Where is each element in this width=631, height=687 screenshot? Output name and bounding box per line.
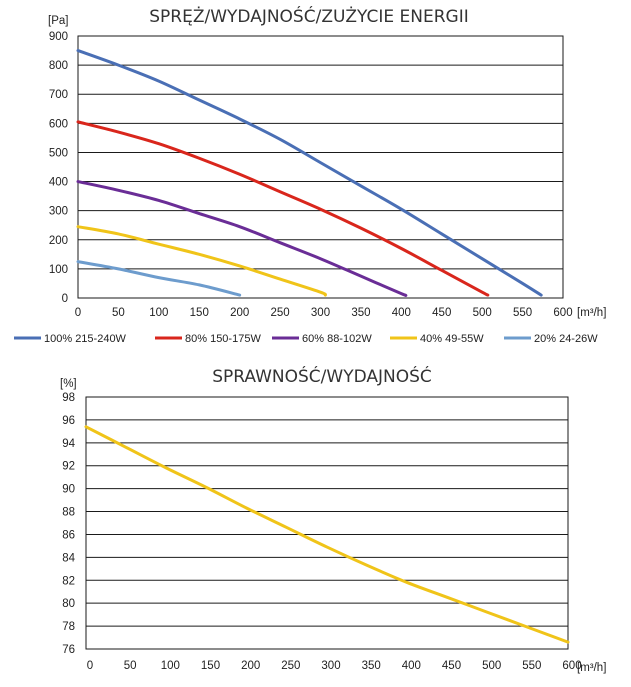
x-tick-label: 550: [513, 307, 532, 319]
y-tick-label: 80: [62, 598, 75, 610]
y-tick-label: 88: [62, 507, 75, 519]
chart-title: SPRAWNOŚĆ/WYDAJNOŚĆ: [212, 365, 432, 387]
legend-item-label: 100% 215-240W: [44, 333, 127, 345]
legend-item-label: 60% 88-102W: [302, 333, 372, 345]
y-tick-label: 700: [49, 89, 68, 101]
y-tick-label: 98: [62, 392, 75, 404]
series-lines: [84, 425, 570, 644]
x-tick-labels: 0 50 100 150 200 250 300 350 400 450 500 550 600: [87, 660, 582, 672]
x-tick-label: 50: [124, 660, 137, 672]
y-tick-label: 600: [49, 118, 68, 130]
x-tick-label: 400: [392, 307, 411, 319]
y-tick-label: 300: [49, 206, 68, 218]
chart-title: SPRĘŻ/WYDAJNOŚĆ/ZUŻYCIE ENERGII: [149, 5, 469, 27]
series-lines: [76, 49, 543, 297]
plot-area: [85, 396, 569, 650]
x-tick-label: 300: [321, 660, 340, 672]
x-tick-label: 150: [201, 660, 220, 672]
y-axis-label: [Pa]: [48, 15, 68, 27]
chart-pressure: SPRĘŻ/WYDAJNOŚĆ/ZUŻYCIE ENERGII [Pa] [m³…: [14, 5, 606, 345]
y-tick-label: 78: [62, 621, 75, 633]
x-tick-label: 600: [562, 660, 581, 672]
y-tick-labels: 0 100 200 300 400 500 600 700 800 900: [49, 31, 68, 305]
x-tick-label: 300: [311, 307, 330, 319]
y-tick-label: 900: [49, 31, 68, 43]
legend: 100% 215-240W 80% 150-175W 60% 88-102W 40% …: [14, 333, 598, 345]
y-tick-label: 82: [62, 575, 75, 587]
x-tick-label: 600: [553, 307, 572, 319]
x-tick-label: 200: [241, 660, 260, 672]
y-tick-label: 800: [49, 60, 68, 72]
grid-lines: [78, 64, 563, 270]
series-line-0: [84, 425, 570, 644]
series-line-2: [76, 180, 408, 297]
x-tick-labels: 0 50 100 150 200 250 300 350 400 450 500 550 600: [75, 307, 573, 319]
y-axis-label: [%]: [60, 378, 77, 390]
y-tick-label: 86: [62, 529, 75, 541]
x-tick-label: 250: [281, 660, 300, 672]
y-tick-label: 94: [62, 438, 75, 450]
x-tick-label: 450: [442, 660, 461, 672]
y-tick-label: 76: [62, 644, 75, 656]
grid-lines: [86, 419, 568, 627]
x-tick-label: 350: [362, 660, 381, 672]
y-tick-labels: 76 78 80 82 84 86 88 90 92 94 96 98: [62, 392, 75, 656]
x-tick-label: 550: [522, 660, 541, 672]
y-tick-label: 400: [49, 177, 68, 189]
x-tick-label: 150: [190, 307, 209, 319]
legend-item-label: 40% 49-55W: [420, 333, 484, 345]
x-tick-label: 400: [402, 660, 421, 672]
series-line-3: [76, 225, 327, 297]
x-tick-label: 200: [230, 307, 249, 319]
chart-efficiency: SPRAWNOŚĆ/WYDAJNOŚĆ [%] [m³/h] 76 78 80 82 8…: [60, 365, 606, 674]
x-tick-label: 100: [161, 660, 180, 672]
y-tick-label: 200: [49, 235, 68, 247]
x-tick-label: 500: [482, 660, 501, 672]
series-line-0: [76, 49, 543, 297]
legend-item-label: 20% 24-26W: [534, 333, 598, 345]
y-tick-label: 100: [49, 264, 68, 276]
x-tick-label: 0: [87, 660, 93, 672]
x-tick-label: 250: [270, 307, 289, 319]
y-tick-label: 500: [49, 147, 68, 159]
x-tick-label: 0: [75, 307, 81, 319]
y-tick-label: 0: [62, 293, 68, 305]
series-line-4: [76, 260, 242, 297]
y-tick-label: 92: [62, 461, 75, 473]
y-tick-label: 84: [62, 552, 75, 564]
x-tick-label: 350: [351, 307, 370, 319]
x-axis-label: [m³/h]: [577, 307, 606, 319]
x-tick-label: 500: [473, 307, 492, 319]
y-tick-label: 96: [62, 415, 75, 427]
series-line-1: [76, 120, 490, 297]
x-tick-label: 50: [112, 307, 125, 319]
legend-item-label: 80% 150-175W: [185, 333, 261, 345]
y-tick-label: 90: [62, 484, 75, 496]
x-tick-label: 100: [149, 307, 168, 319]
x-axis-label: [m³/h]: [577, 662, 606, 674]
x-tick-label: 450: [432, 307, 451, 319]
